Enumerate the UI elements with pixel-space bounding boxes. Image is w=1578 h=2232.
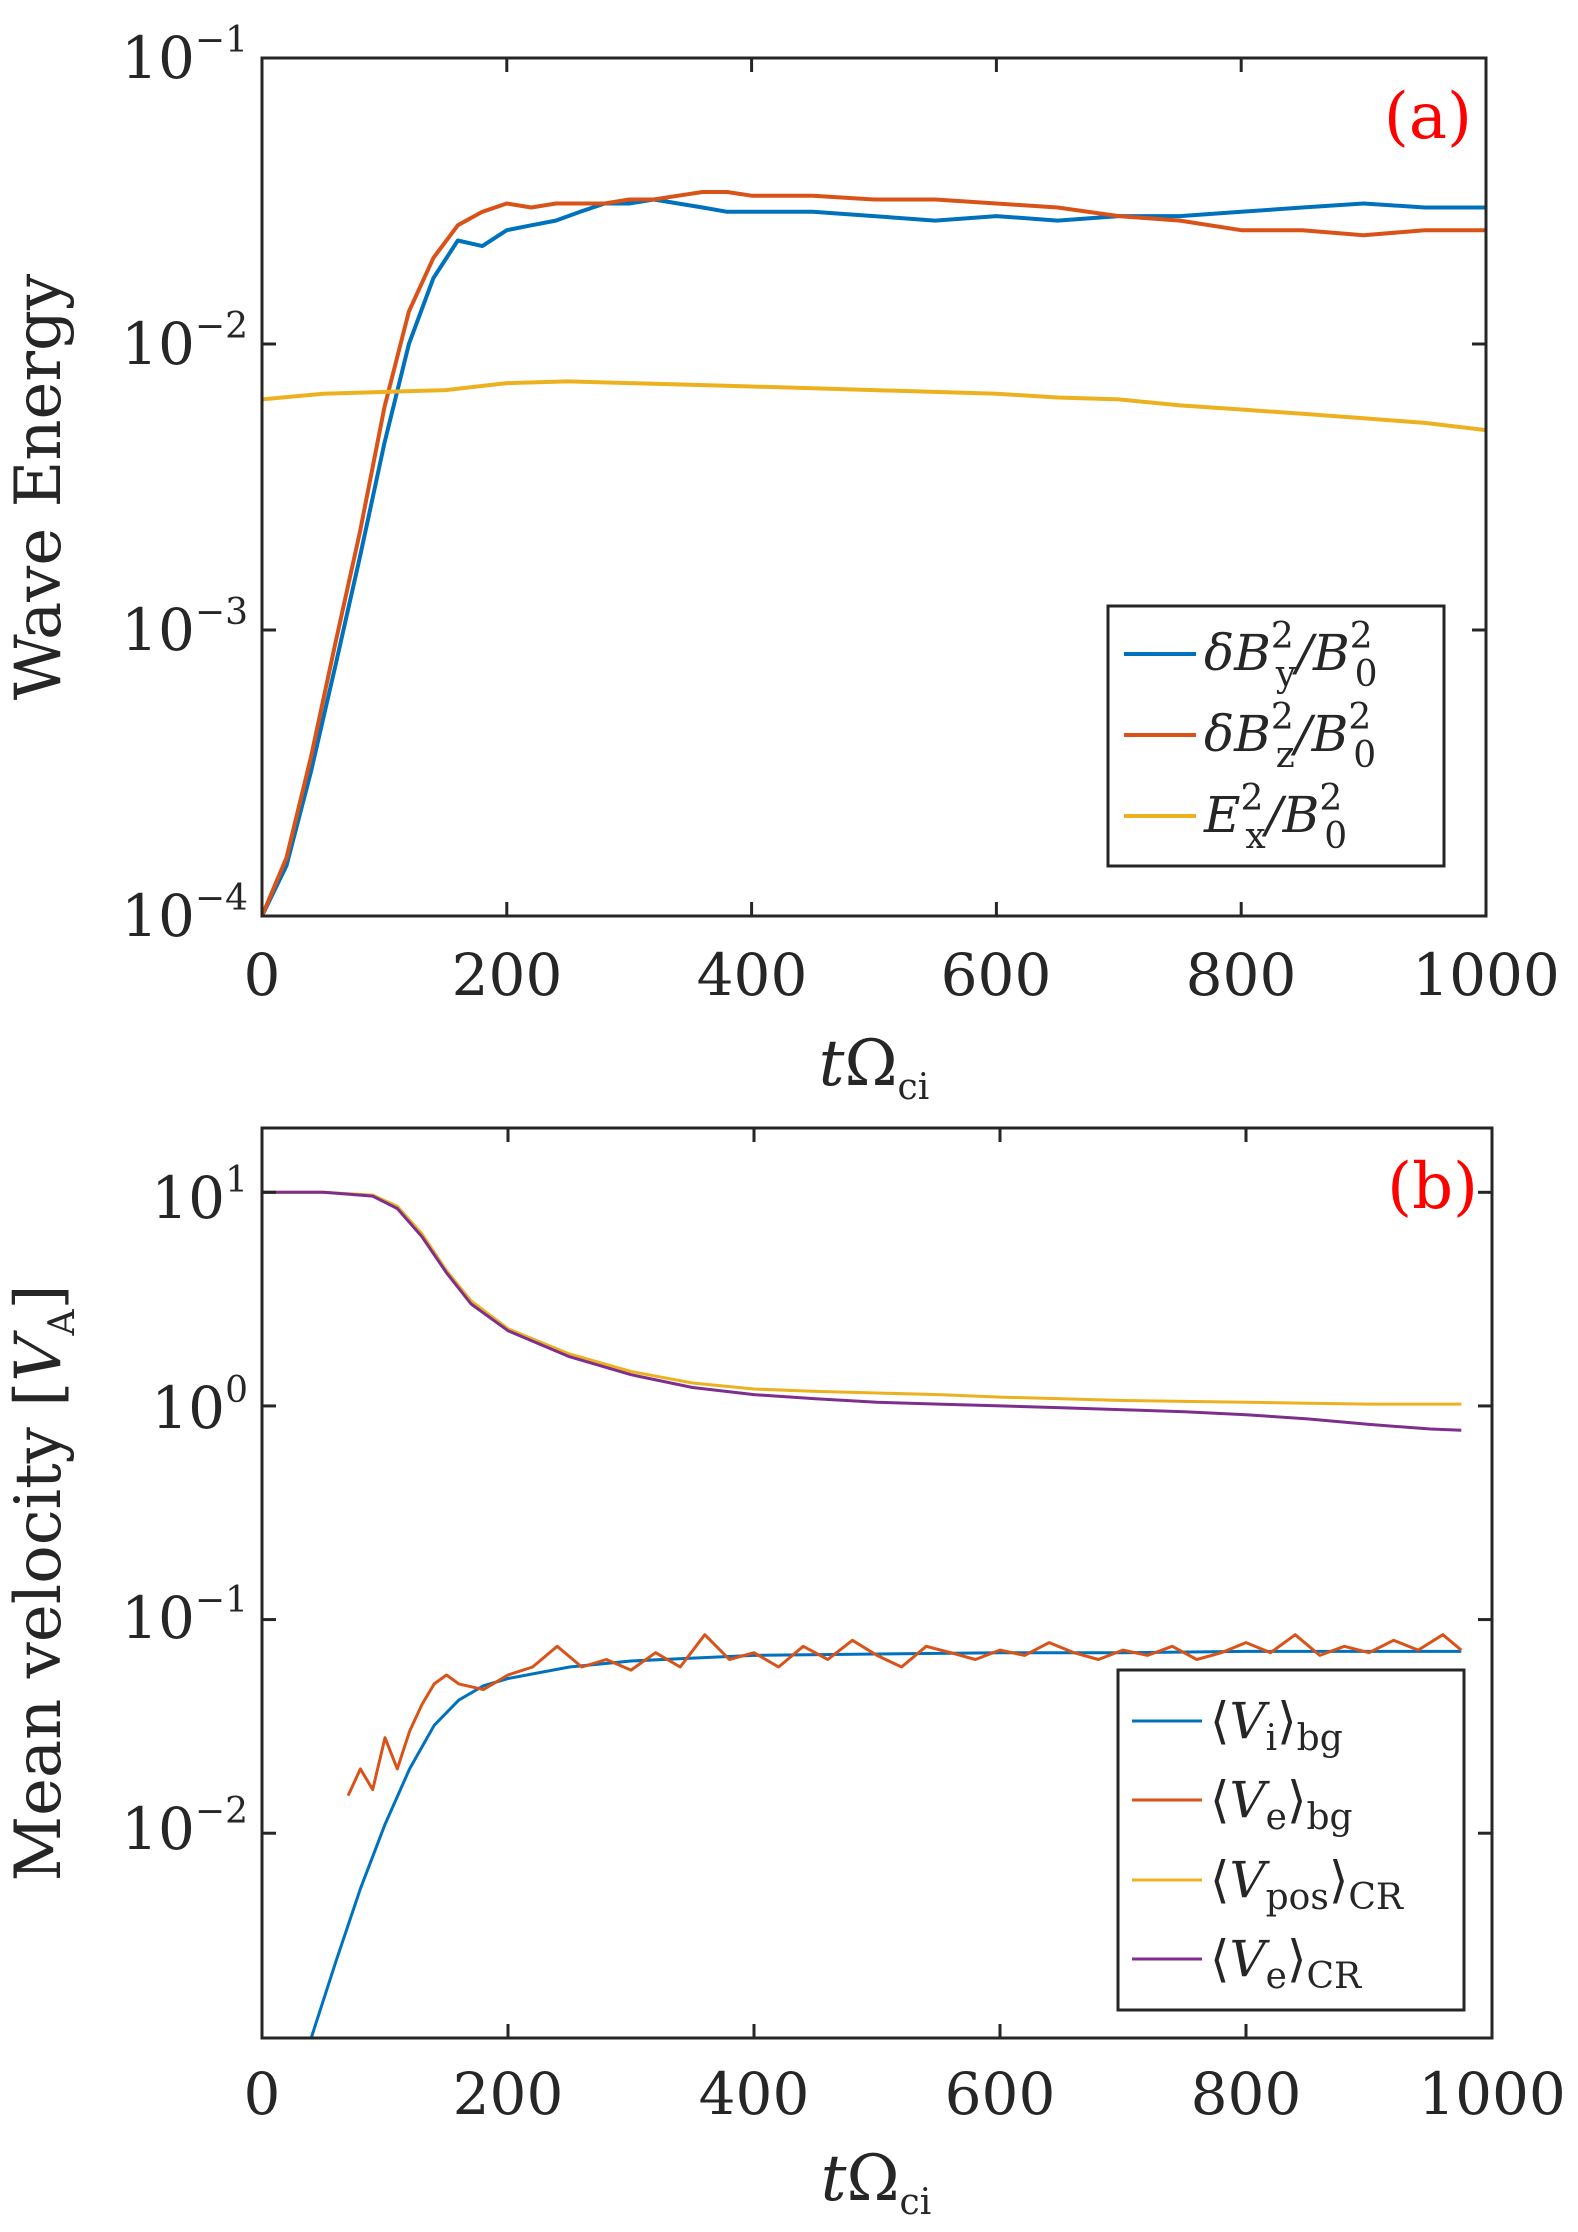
panel-b-xtick-label: 600 [945, 2060, 1056, 2128]
series-line-b-1 [346, 1633, 1463, 1797]
panel-a-xtick-label: 400 [697, 941, 808, 1009]
panel-b-xtick-label: 400 [699, 2060, 810, 2128]
panel-b-legend: ⟨Vi⟩bg ⟨Ve⟩bg ⟨Vpos⟩CR ⟨Ve⟩CR [1116, 1668, 1466, 2012]
panel-a-xtick-label: 1000 [1412, 941, 1560, 1009]
panel-b-xtick-label: 1000 [1418, 2060, 1566, 2128]
legend-label-a-0: δB2 y/B2 0 [1204, 616, 1378, 695]
series-line-b-2 [262, 1190, 1462, 1406]
panel-b-ytick-label: 10−2 [121, 1791, 248, 1863]
panel-b-xtick-label: 200 [453, 2060, 564, 2128]
panel-a-xtick-label: 200 [452, 941, 563, 1009]
panel-a-wave-energy: 10−4 10−3 10−2 10−1 0 200 400 600 800 10… [2, 20, 1560, 1108]
panel-b-legend-box [1116, 1668, 1466, 2012]
panel-a-xtick-label: 800 [1186, 941, 1297, 1009]
panel-b-tag: (b) [1387, 1150, 1478, 1224]
panel-b-xtick-label: 0 [244, 2060, 281, 2128]
panel-b-tick-marks [260, 1128, 1494, 2038]
panel-a-tick-marks [260, 56, 1488, 918]
panel-b-ytick-label: 10−1 [121, 1580, 248, 1652]
legend-label-b-3: ⟨Ve⟩CR [1210, 1930, 1362, 1997]
panel-a-ytick-label: 10−1 [121, 20, 248, 92]
panel-b-mean-velocity: 10−2 10−1 100 101 0 200 400 600 800 1000… [2, 1126, 1566, 2223]
panel-b-axes-box [260, 1126, 1494, 2040]
series-line-b-0 [309, 1649, 1462, 2038]
panel-b-ytick-label: 100 [151, 1370, 248, 1442]
legend-label-b-1: ⟨Ve⟩bg [1210, 1771, 1353, 1838]
panel-a-y-axis-title: Wave Energy [2, 274, 76, 700]
panel-a-axes-box [260, 56, 1488, 918]
series-line-a-2 [262, 379, 1486, 433]
legend-label-b-2: ⟨Vpos⟩CR [1210, 1851, 1404, 1918]
panel-a-legend-box [1106, 604, 1446, 868]
legend-label-b-0: ⟨Vi⟩bg [1210, 1692, 1343, 1759]
panel-b-y-axis-title: Mean velocity [VA] [2, 1285, 83, 1882]
panel-a-ytick-label: 10−3 [121, 592, 248, 664]
panel-a-x-axis-title: tΩci [819, 1027, 929, 1108]
legend-label-a-2: E2 x/B2 0 [1203, 778, 1347, 857]
panel-a-ytick-label: 10−4 [121, 878, 248, 950]
panel-a-series-group [262, 190, 1486, 916]
panel-b-x-axis-title: tΩci [821, 2142, 931, 2223]
panel-a-tag: (a) [1384, 80, 1472, 154]
panel-a-xtick-label: 600 [941, 941, 1052, 1009]
panel-b-xtick-label: 800 [1191, 2060, 1302, 2128]
panel-b-series-group [262, 1190, 1463, 2038]
panel-b-ytick-label: 101 [151, 1160, 248, 1232]
series-line-b-3 [262, 1190, 1462, 1432]
panel-a-ytick-label: 10−2 [121, 306, 248, 378]
legend-label-a-1: δB2 z/B2 0 [1204, 697, 1376, 776]
panel-a-xtick-label: 0 [244, 941, 281, 1009]
series-line-a-1 [262, 190, 1486, 916]
panel-a-legend: δB2 y/B2 0 δB2 z/B2 0 E2 x/B2 0 [1106, 604, 1446, 868]
